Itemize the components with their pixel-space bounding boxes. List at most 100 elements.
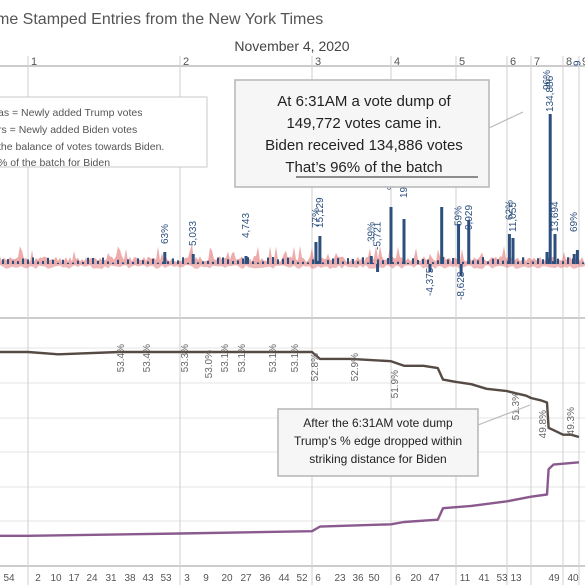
biden-bar: [92, 258, 94, 264]
percent-label: 49.3%: [566, 407, 577, 435]
biden-bar: [377, 259, 379, 264]
bar-annotation: 11,055: [508, 202, 519, 232]
minute-label: 54: [3, 573, 15, 584]
biden-bar: [440, 207, 444, 264]
biden-bar: [87, 257, 89, 264]
annotation-top-line: That’s 96% of the batch: [285, 159, 442, 176]
biden-bar: [107, 261, 109, 264]
biden-bar: [17, 261, 19, 264]
percent-label: 52.9%: [350, 353, 361, 381]
biden-bar: [267, 257, 269, 264]
biden-bar: [437, 260, 439, 264]
biden-bar: [82, 261, 84, 264]
bar-annotation: 59%: [454, 206, 465, 226]
biden-bar: [242, 258, 244, 264]
bar-annotation: -4,375: [425, 267, 436, 296]
biden-bar: [502, 260, 504, 264]
biden-bar: [372, 262, 374, 264]
minute-label: 36: [352, 573, 364, 584]
biden-bar: [117, 259, 119, 264]
biden-bar: [257, 262, 259, 264]
biden-bar: [52, 259, 54, 264]
biden-bar: [322, 262, 324, 264]
biden-bar: [357, 261, 359, 264]
biden-bar: [163, 252, 167, 264]
hour-label: 3: [315, 56, 321, 68]
annotation-bottom-line: Trump’s % edge dropped within: [294, 434, 462, 448]
bar-annotation: 62%: [504, 200, 515, 220]
biden-bar: [244, 256, 248, 264]
biden-bar: [112, 262, 114, 264]
bar-annotation: 4,743: [241, 213, 252, 238]
bar-annotation: 15,129: [315, 197, 326, 228]
biden-bar: [312, 259, 314, 264]
biden-bar: [492, 258, 494, 264]
biden-bar: [177, 260, 179, 264]
percent-label: 51.3%: [511, 392, 522, 420]
biden-bar: [191, 254, 195, 264]
biden-bar: [197, 262, 199, 264]
biden-bar: [382, 260, 384, 264]
biden-bar: [227, 259, 229, 264]
hour-label: 1: [31, 56, 37, 68]
minute-label: 23: [334, 573, 346, 584]
annotation-bottom-box: [277, 408, 479, 477]
biden-bar: [97, 260, 99, 264]
minute-label: 11: [460, 573, 471, 584]
minute-label: 17: [68, 573, 80, 584]
biden-bar: [548, 114, 552, 264]
biden-bar: [42, 260, 44, 264]
biden-bar: [389, 207, 393, 264]
bar-annotation: 5,033: [188, 221, 199, 246]
percent-labels: 53.4% 53.4% 53.3% 53.0% 53.1% 53.1% 53.1% 53.1%…: [116, 344, 577, 438]
annotation-top-line: At 6:31AM a vote dump of: [277, 93, 451, 110]
biden-bar: [62, 259, 64, 264]
biden-bar: [172, 258, 174, 264]
percent-label: 53.4%: [116, 344, 127, 372]
minute-label: 13: [510, 573, 522, 584]
biden-bar: [407, 262, 409, 264]
biden-bar: [327, 260, 329, 264]
hour-label: 4: [394, 56, 400, 68]
biden-bar: [447, 259, 449, 264]
legend-line: rs = Newly added Biden votes: [0, 124, 137, 136]
biden-bar: [567, 257, 569, 264]
biden-bar: [302, 261, 304, 264]
biden-bar: [467, 220, 471, 264]
biden-bar: [527, 262, 529, 264]
biden-bar: [517, 261, 519, 264]
biden-bar: [292, 260, 294, 264]
annotation-top-line: 149,772 votes came in.: [286, 115, 441, 132]
biden-bar: [22, 258, 24, 264]
biden-bar: [362, 257, 364, 264]
minute-label: 43: [142, 573, 154, 584]
biden-bar: [532, 261, 534, 264]
annotation-top: At 6:31AM a vote dump of 149,772 votes c…: [234, 79, 524, 188]
biden-bar: [212, 261, 214, 264]
biden-bar: [557, 258, 559, 264]
biden-bar: [472, 260, 474, 264]
minute-label: 36: [259, 573, 271, 584]
minute-label: 44: [278, 573, 290, 584]
biden-bar: [427, 259, 429, 264]
bar-annotation: -5,721: [373, 221, 384, 250]
biden-bar: [562, 261, 564, 264]
biden-bars: [2, 114, 584, 276]
hour-label: 2: [183, 56, 189, 68]
biden-bar: [132, 261, 134, 264]
biden-bar: [37, 261, 39, 264]
series-line-trump: [0, 350, 580, 439]
percent-label: 53.4%: [142, 344, 153, 372]
biden-bar: [459, 264, 463, 276]
minute-label: 49: [548, 573, 560, 584]
annotation-bottom-pointer: [477, 404, 531, 426]
biden-bar: [102, 257, 104, 264]
minute-label: 20: [221, 573, 233, 584]
biden-bar: [553, 234, 557, 264]
hour-label: 7: [534, 56, 540, 68]
percent-label: 49.8%: [538, 410, 549, 438]
trump-area: [0, 244, 585, 264]
minute-label: 9: [203, 573, 209, 584]
bar-annotation: 9,929: [464, 205, 475, 230]
